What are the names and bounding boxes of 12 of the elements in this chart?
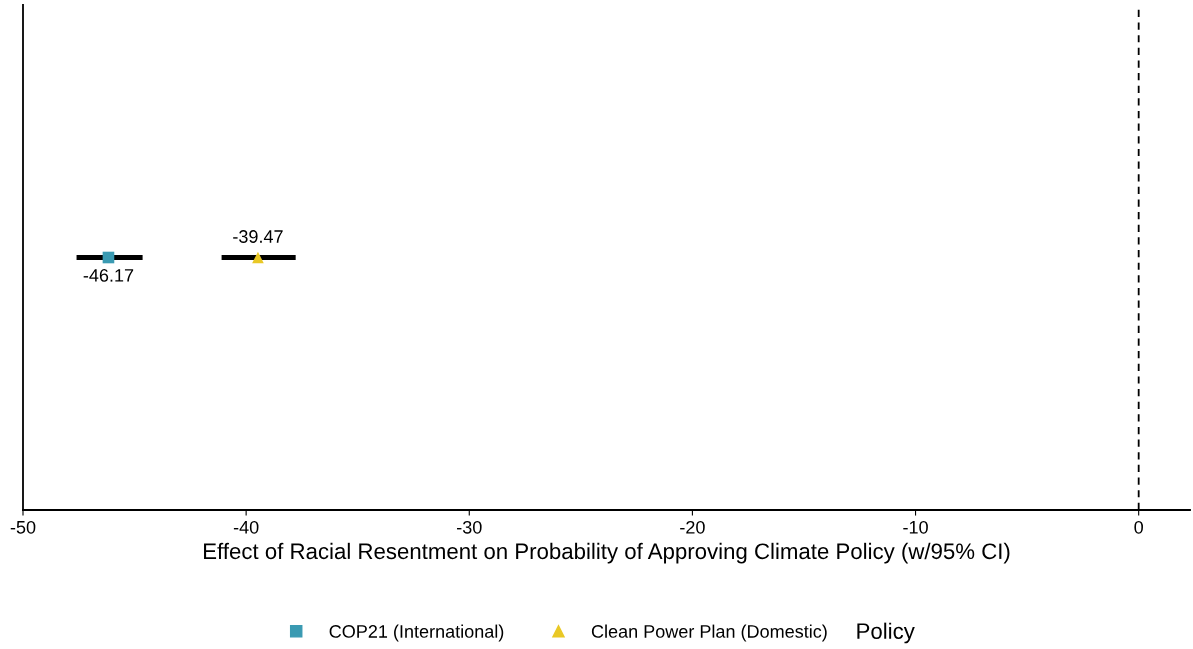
x-tick-label: 0 [1134,520,1143,534]
data-label: -39.47 [233,230,283,243]
x-tick-label: -20 [680,520,705,534]
x-tick-label: -50 [10,520,36,534]
x-tick-label: -10 [903,520,928,534]
x-axis-title: Effect of Racial Resentment on Probability of Approving Climate Policy (w/95% CI) [204,542,1010,564]
legend-label: Clean Power Plan (Domestic) [591,624,827,642]
legend-label: COP21 (International) [329,624,504,642]
data-label: -46.17 [83,269,134,282]
x-tick-label: -30 [457,520,482,534]
legend-title: Policy [857,622,915,644]
x-tick-label: -40 [233,520,259,534]
